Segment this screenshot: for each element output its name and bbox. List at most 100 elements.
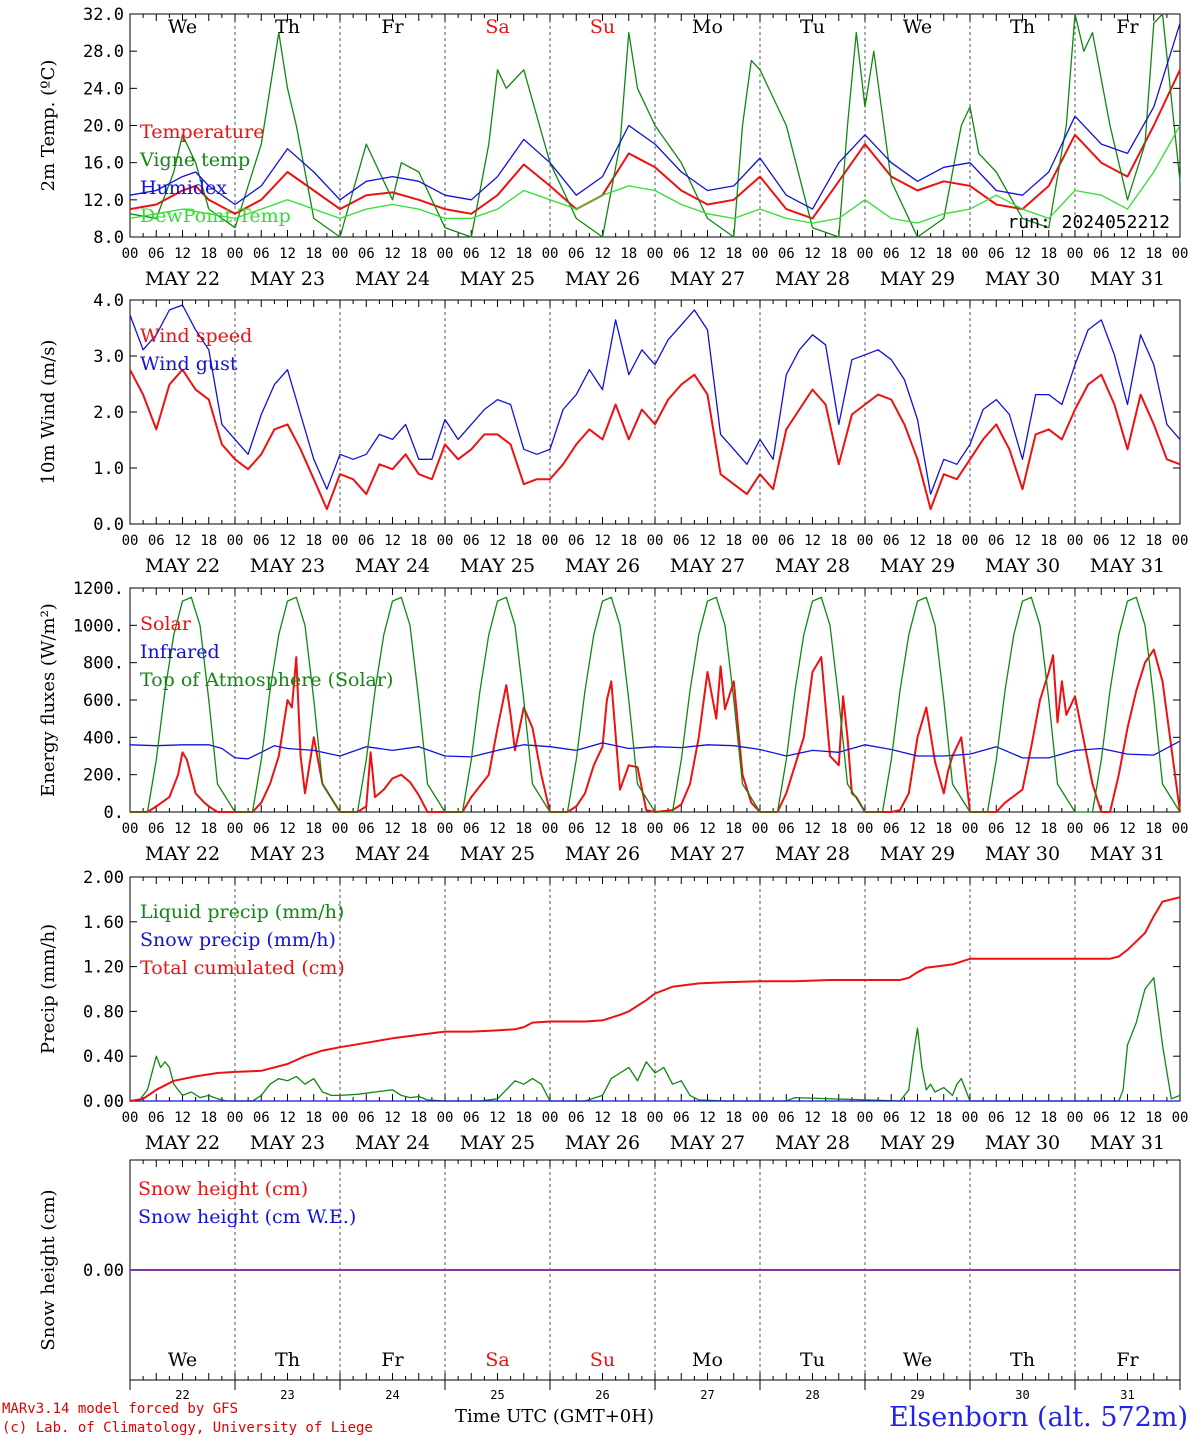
panel-2-hour-tick-label: 06 [148,533,165,549]
panel-1-hour-tick-label: 06 [673,246,690,262]
panel-4-hour-tick-label: 18 [1145,1110,1162,1126]
top-weekday-label: Sa [485,16,509,38]
panel-4-hour-tick-label: 06 [778,1110,795,1126]
panel-4-hour-tick-label: 12 [174,1110,191,1126]
panel-4-date-label: MAY 23 [250,1132,325,1154]
panel-4-hour-tick-label: 12 [1014,1110,1031,1126]
panel-4-legend-entry: Liquid precip (mm/h) [140,901,344,923]
panel-2-hour-tick-label: 00 [1172,533,1189,549]
panel-2-hour-tick-label: 00 [857,533,874,549]
panel-2-hour-tick-label: 18 [830,533,847,549]
panel-3-hour-tick-label: 12 [804,821,821,837]
panel-4-date-label: MAY 31 [1090,1132,1165,1154]
top-weekday-label: Tu [800,16,825,38]
panel-3-legend-entry: Solar [140,613,192,635]
panel-1-hour-tick-label: 18 [935,246,952,262]
panel-3-hour-tick-label: 12 [909,821,926,837]
panel-3-hour-tick-label: 06 [988,821,1005,837]
station-name: Elsenborn (alt. 572m) [889,1402,1188,1433]
top-weekday-label: Su [590,16,615,38]
panel-1-hour-tick-label: 12 [384,246,401,262]
panel-1-hour-tick-label: 06 [253,246,270,262]
panel-3-hour-tick-label: 06 [253,821,270,837]
panel-1-y-tick-label: 16.0 [83,154,124,174]
panel-4-hour-tick-label: 18 [305,1110,322,1126]
panel-4-hour-tick-label: 12 [699,1110,716,1126]
panel-4-y-axis-title: Precip (mm/h) [38,924,59,1054]
panel-2-y-tick-label: 4.0 [93,291,124,311]
panel-3-hour-tick-label: 06 [673,821,690,837]
panel-5-y-tick-label: 0.00 [83,1261,124,1281]
panel-1-hour-tick-label: 06 [358,246,375,262]
panel-1-date-label: MAY 31 [1090,268,1165,290]
panel-3-hour-tick-label: 00 [437,821,454,837]
panel-3-y-tick-label: 1200. [73,579,124,599]
panel-1-hour-tick-label: 12 [804,246,821,262]
panel-4-hour-tick-label: 00 [227,1110,244,1126]
panel-1-hour-tick-label: 12 [279,246,296,262]
panel-2-hour-tick-label: 06 [358,533,375,549]
panel-1-hour-tick-label: 00 [857,246,874,262]
panel-1-date-label: MAY 25 [460,268,535,290]
panel-4-hour-tick-label: 12 [594,1110,611,1126]
panel-1-hour-tick-label: 06 [148,246,165,262]
panel-2-y-tick-label: 2.0 [93,403,124,423]
panel-2-hour-tick-label: 00 [962,533,979,549]
panel-2-hour-tick-label: 12 [384,533,401,549]
panel-1-date-label: MAY 24 [355,268,430,290]
temp-series-lightgreen-line [129,125,1181,224]
panel-3-y-tick-label: 1000. [73,616,124,636]
panel-1-hour-tick-label: 06 [568,246,585,262]
panel-1-y-tick-label: 24.0 [83,79,124,99]
panel-2-y-axis-title: 10m Wind (m/s) [38,340,59,485]
bottom-weekday-label: Th [1010,1349,1035,1371]
panel-2-hour-tick-label: 12 [489,533,506,549]
lab-credit: (c) Lab. of Climatology, University of L… [2,1420,373,1436]
panel-2-hour-tick-label: 06 [778,533,795,549]
panel-5-legend-entry: Snow height (cm) [138,1178,308,1200]
panel-1-hour-tick-label: 12 [174,246,191,262]
panel-3-date-label: MAY 25 [460,843,535,865]
panel-3-hour-tick-label: 18 [620,821,637,837]
panel-2-hour-tick-label: 12 [1119,533,1136,549]
panel-2-hour-tick-label: 00 [647,533,664,549]
panel-1-hour-tick-label: 06 [883,246,900,262]
panel-2-hour-tick-label: 06 [1093,533,1110,549]
panel-3-date-label: MAY 30 [985,843,1060,865]
panel-4-legend-entry: Snow precip (mm/h) [140,929,336,951]
panel-2-hour-tick-label: 12 [279,533,296,549]
panel-3-hour-tick-label: 06 [883,821,900,837]
panel-4-hour-tick-label: 18 [725,1110,742,1126]
top-weekday-label: Th [275,16,300,38]
panel-4-hour-tick-label: 12 [804,1110,821,1126]
panel-3-hour-tick-label: 18 [410,821,427,837]
panel-2-date-label: MAY 26 [565,555,640,577]
panel-1-hour-tick-label: 00 [647,246,664,262]
panel-3-hour-tick-label: 00 [122,821,139,837]
flux-series-blue-line [129,740,1181,760]
panel-1-y-tick-label: 20.0 [83,117,124,137]
panel-1-date-label: MAY 26 [565,268,640,290]
panel-2-hour-tick-label: 18 [305,533,322,549]
panel-4-hour-tick-label: 06 [673,1110,690,1126]
panel-3-hour-tick-label: 18 [725,821,742,837]
panel-2-legend-entry: Wind gust [140,353,238,375]
model-credit: MARv3.14 model forced by GFS [2,1401,239,1417]
panel-1-hour-tick-label: 12 [1119,246,1136,262]
panel-3-hour-tick-label: 18 [515,821,532,837]
panel-4-hour-tick-label: 00 [647,1110,664,1126]
panel-4-date-label: MAY 26 [565,1132,640,1154]
panel-3-hour-tick-label: 12 [174,821,191,837]
panel-1-date-label: MAY 23 [250,268,325,290]
bottom-weekday-label: Th [275,1349,300,1371]
bottom-weekday-label: Fr [1116,1349,1139,1371]
panel-3-hour-tick-label: 00 [752,821,769,837]
panel-1-hour-tick-label: 06 [988,246,1005,262]
panel-4-date-label: MAY 30 [985,1132,1060,1154]
panel-1-hour-tick-label: 18 [620,246,637,262]
panel-4-hour-tick-label: 18 [935,1110,952,1126]
panel-4-hour-tick-label: 18 [1040,1110,1057,1126]
panel-2-hour-tick-label: 18 [515,533,532,549]
panel-4-hour-tick-label: 00 [857,1110,874,1126]
panel-2-hour-tick-label: 18 [200,533,217,549]
